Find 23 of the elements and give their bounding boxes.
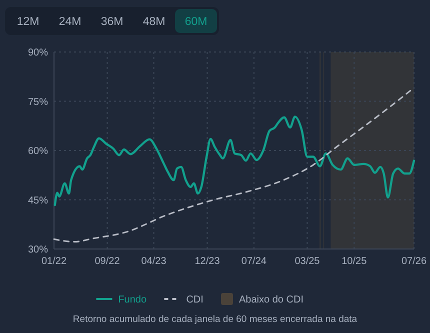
y-tick-label: 60% (28, 146, 48, 157)
y-tick-label: 45% (28, 195, 48, 206)
y-tick-label: 90% (28, 48, 48, 58)
y-tick-label: 30% (28, 244, 48, 256)
x-tick-label: 09/22 (94, 256, 120, 267)
text: 24M (58, 16, 82, 28)
text: 36M (100, 16, 124, 28)
x-tick-label: 01/22 (41, 256, 67, 267)
legend-label: CDI (186, 294, 204, 306)
x-tick-label: 07/26 (401, 256, 427, 267)
text: 60M (184, 16, 208, 28)
text: Retorno acumulado de cada janela de 60 meses encerrada na data (72, 314, 358, 325)
text: 48M (142, 16, 166, 28)
line-series (54, 116, 416, 206)
legend-label: Abaixo do CDI (239, 294, 304, 306)
x-tick-label: 07/24 (241, 256, 267, 267)
x-tick-label: 12/23 (194, 256, 220, 267)
legend-label: Fundo (118, 294, 147, 306)
x-tick-label: 03/25 (294, 256, 320, 267)
y-tick-label: 75% (28, 96, 48, 108)
x-tick-label: 04/23 (141, 256, 167, 267)
x-tick-label: 10/25 (342, 256, 368, 267)
text: 12M (16, 16, 40, 28)
